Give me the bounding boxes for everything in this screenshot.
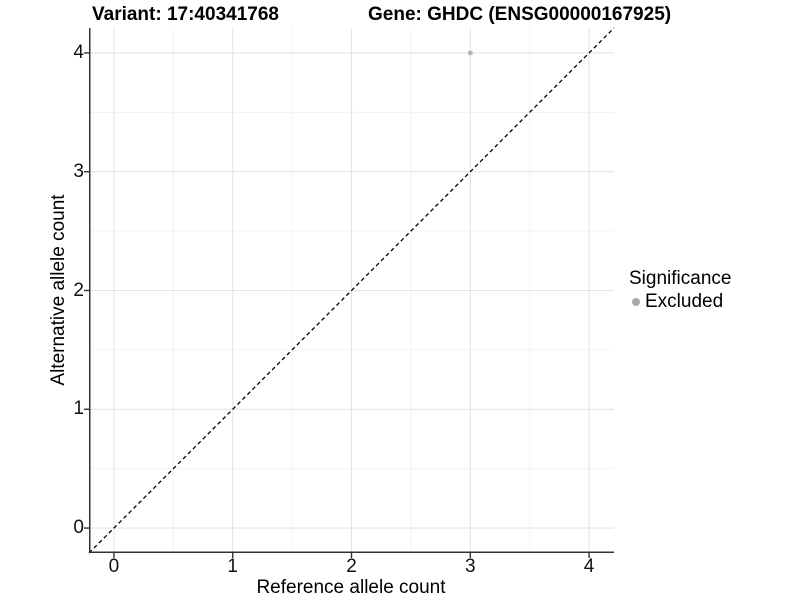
- plot-panel: [84, 27, 615, 558]
- legend-item-excluded: Excluded: [629, 291, 731, 312]
- plot-title-variant: Variant: 17:40341768: [92, 4, 279, 25]
- legend-item-label: Excluded: [645, 291, 724, 312]
- y-tick-label: 0: [73, 517, 84, 539]
- legend-point-icon: [632, 297, 640, 306]
- y-tick-label: 4: [73, 41, 84, 63]
- x-tick-label: 1: [227, 556, 238, 577]
- legend-title: Significance: [629, 268, 732, 289]
- y-tick-label: 1: [73, 398, 84, 420]
- x-axis-title: Reference allele count: [256, 577, 446, 598]
- y-tick-label: 3: [73, 160, 84, 182]
- plot-panel-svg: [84, 27, 615, 558]
- x-tick-label: 3: [464, 556, 476, 577]
- plot-title-gene: Gene: GHDC (ENSG00000167925): [368, 4, 672, 25]
- x-tick-label: 0: [108, 556, 120, 577]
- legend: Significance Excluded: [629, 268, 731, 312]
- identity-line: [88, 27, 615, 554]
- x-tick-label: 2: [346, 556, 357, 577]
- x-tick-label: 4: [583, 556, 595, 577]
- data-point: [467, 50, 473, 56]
- y-tick-label: 2: [73, 279, 84, 301]
